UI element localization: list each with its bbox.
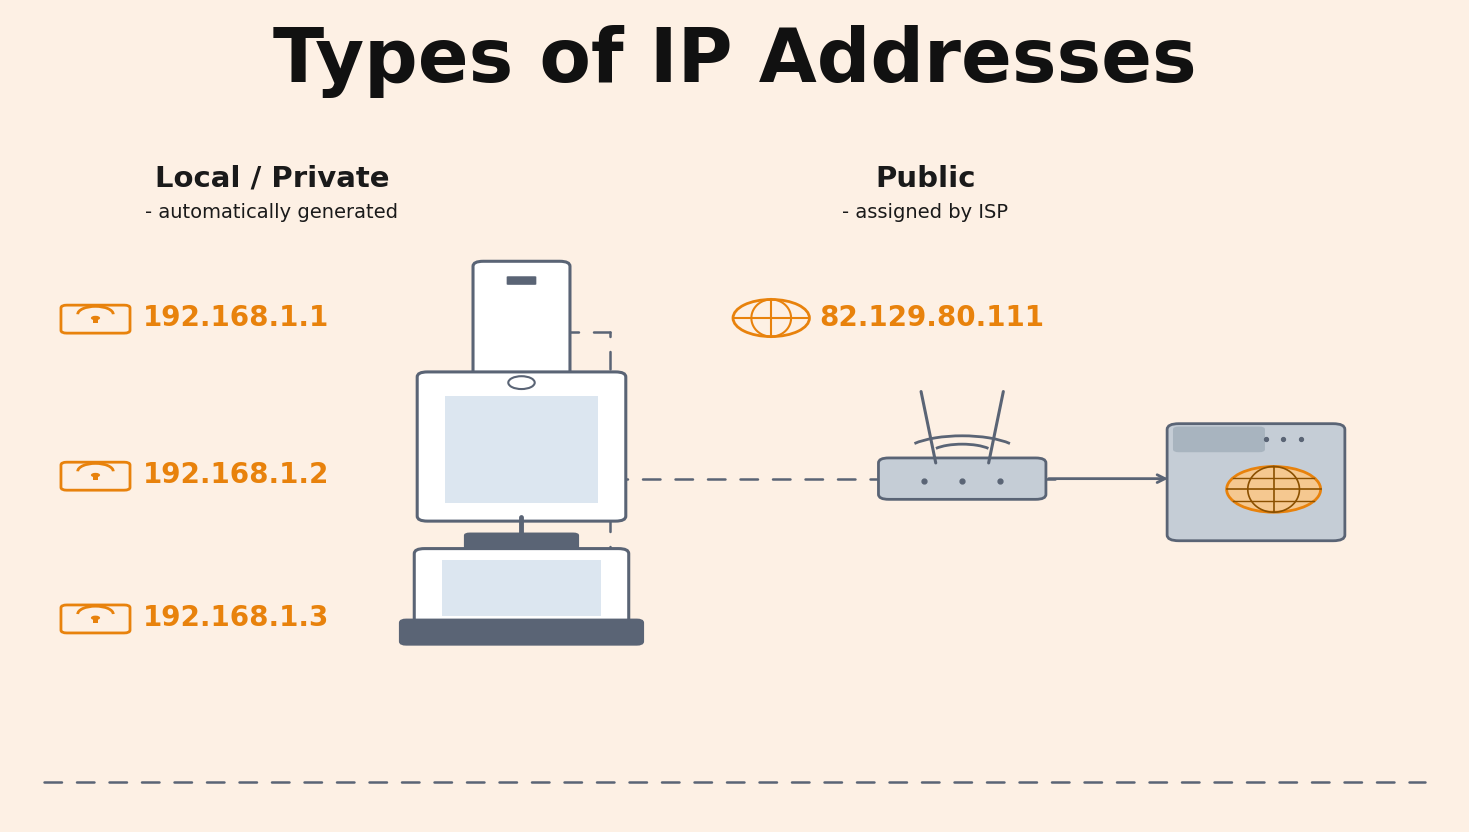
Text: 192.168.1.3: 192.168.1.3 bbox=[142, 604, 329, 631]
Bar bbox=[442, 560, 601, 616]
FancyBboxPatch shape bbox=[878, 458, 1046, 499]
Text: - assigned by ISP: - assigned by ISP bbox=[842, 203, 1009, 222]
Text: Types of IP Addresses: Types of IP Addresses bbox=[273, 25, 1196, 98]
Text: Local / Private: Local / Private bbox=[154, 165, 389, 193]
Text: - automatically generated: - automatically generated bbox=[145, 203, 398, 222]
Circle shape bbox=[91, 473, 100, 478]
Circle shape bbox=[91, 316, 100, 320]
FancyBboxPatch shape bbox=[464, 532, 579, 551]
Circle shape bbox=[1227, 467, 1321, 513]
FancyBboxPatch shape bbox=[473, 261, 570, 404]
FancyBboxPatch shape bbox=[1166, 423, 1346, 541]
FancyBboxPatch shape bbox=[507, 276, 536, 285]
Text: 82.129.80.111: 82.129.80.111 bbox=[820, 304, 1044, 332]
Text: Public: Public bbox=[876, 165, 975, 193]
FancyBboxPatch shape bbox=[414, 548, 629, 630]
Circle shape bbox=[508, 376, 535, 389]
Bar bbox=[93, 476, 98, 480]
FancyBboxPatch shape bbox=[417, 372, 626, 521]
FancyBboxPatch shape bbox=[1172, 427, 1265, 453]
Text: 192.168.1.2: 192.168.1.2 bbox=[142, 461, 329, 489]
FancyBboxPatch shape bbox=[400, 620, 643, 644]
Bar bbox=[93, 619, 98, 622]
Circle shape bbox=[91, 616, 100, 620]
Text: 192.168.1.1: 192.168.1.1 bbox=[142, 304, 329, 332]
Bar bbox=[93, 319, 98, 323]
Bar bbox=[445, 396, 598, 503]
